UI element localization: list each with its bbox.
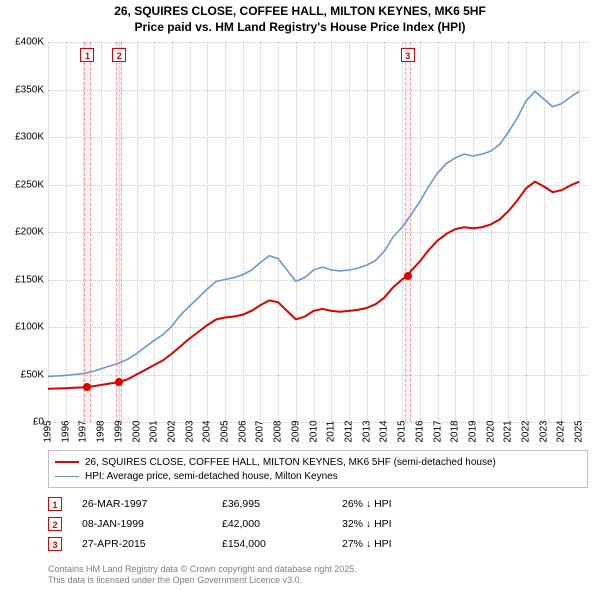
- x-axis-label: 2015: [397, 420, 408, 442]
- x-axis-label: 2021: [503, 420, 514, 442]
- y-axis-label: £100K: [15, 322, 44, 333]
- legend-label-hpi: HPI: Average price, semi-detached house,…: [85, 471, 338, 482]
- chart-container: 26, SQUIRES CLOSE, COFFEE HALL, MILTON K…: [0, 0, 600, 590]
- x-axis-label: 2008: [273, 420, 284, 442]
- x-axis-label: 1998: [96, 420, 107, 442]
- x-axis-label: 2000: [131, 420, 142, 442]
- sales-row-delta: 26% ↓ HPI: [342, 498, 462, 510]
- x-axis-label: 2024: [556, 420, 567, 442]
- sales-row-badge: 2: [48, 517, 62, 531]
- y-axis-label: £350K: [15, 84, 44, 95]
- sales-row-delta: 32% ↓ HPI: [342, 518, 462, 530]
- x-axis-label: 2016: [414, 420, 425, 442]
- chart-plot-area: £0£50K£100K£150K£200K£250K£300K£350K£400…: [48, 42, 588, 422]
- legend-item-hpi: HPI: Average price, semi-detached house,…: [55, 469, 581, 483]
- footer-line-2: This data is licensed under the Open Gov…: [48, 575, 357, 586]
- footer-line-1: Contains HM Land Registry data © Crown c…: [48, 564, 357, 575]
- sales-row-delta: 27% ↓ HPI: [342, 538, 462, 550]
- x-axis-label: 2017: [432, 420, 443, 442]
- footer-attribution: Contains HM Land Registry data © Crown c…: [48, 564, 357, 586]
- x-axis-label: 1995: [43, 420, 54, 442]
- x-axis-label: 2005: [220, 420, 231, 442]
- x-axis-label: 2002: [166, 420, 177, 442]
- x-axis-label: 2012: [343, 420, 354, 442]
- legend: 26, SQUIRES CLOSE, COFFEE HALL, MILTON K…: [48, 450, 588, 488]
- title-line-1: 26, SQUIRES CLOSE, COFFEE HALL, MILTON K…: [0, 4, 600, 20]
- sales-row: 2 08-JAN-1999 £42,000 32% ↓ HPI: [48, 514, 588, 534]
- sales-table: 1 26-MAR-1997 £36,995 26% ↓ HPI 2 08-JAN-1999…: [48, 494, 588, 554]
- sales-row-date: 26-MAR-1997: [82, 498, 202, 510]
- x-axis-label: 2010: [308, 420, 319, 442]
- x-axis-label: 2014: [379, 420, 390, 442]
- sales-row: 1 26-MAR-1997 £36,995 26% ↓ HPI: [48, 494, 588, 514]
- title-line-2: Price paid vs. HM Land Registry's House …: [0, 20, 600, 36]
- x-axis-label: 2004: [202, 420, 213, 442]
- y-axis-label: £150K: [15, 274, 44, 285]
- x-axis-label: 2025: [574, 420, 585, 442]
- sales-row-price: £154,000: [222, 538, 322, 550]
- y-axis-label: £50K: [21, 369, 44, 380]
- sales-row-price: £42,000: [222, 518, 322, 530]
- sales-row-badge: 1: [48, 497, 62, 511]
- x-axis-label: 2018: [450, 420, 461, 442]
- sales-row-date: 08-JAN-1999: [82, 518, 202, 530]
- x-axis-label: 2011: [326, 421, 337, 443]
- x-axis-label: 2007: [255, 420, 266, 442]
- line-series-svg: [48, 42, 588, 422]
- title-block: 26, SQUIRES CLOSE, COFFEE HALL, MILTON K…: [0, 0, 600, 37]
- x-axis-label: 2006: [237, 420, 248, 442]
- x-axis-label: 2019: [467, 420, 478, 442]
- series-line-price_paid: [48, 182, 579, 389]
- x-axis-label: 2003: [184, 420, 195, 442]
- legend-swatch-hpi: [55, 476, 79, 477]
- series-line-hpi: [48, 91, 579, 376]
- sales-row-price: £36,995: [222, 498, 322, 510]
- legend-label-price-paid: 26, SQUIRES CLOSE, COFFEE HALL, MILTON K…: [85, 457, 496, 468]
- x-axis-label: 1996: [60, 420, 71, 442]
- x-axis-label: 2022: [521, 420, 532, 442]
- x-axis-label: 2001: [149, 420, 160, 442]
- x-axis-label: 2020: [485, 420, 496, 442]
- x-axis-label: 1999: [113, 420, 124, 442]
- sales-row-date: 27-APR-2015: [82, 538, 202, 550]
- sales-row: 3 27-APR-2015 £154,000 27% ↓ HPI: [48, 534, 588, 554]
- x-axis-label: 2013: [361, 420, 372, 442]
- x-axis-label: 1997: [78, 420, 89, 442]
- y-axis-label: £200K: [15, 227, 44, 238]
- x-axis-label: 2023: [538, 420, 549, 442]
- legend-swatch-price-paid: [55, 461, 79, 463]
- x-axis-label: 2009: [290, 420, 301, 442]
- y-axis-label: £250K: [15, 179, 44, 190]
- sales-row-badge: 3: [48, 537, 62, 551]
- legend-item-price-paid: 26, SQUIRES CLOSE, COFFEE HALL, MILTON K…: [55, 455, 581, 469]
- y-axis-label: £400K: [15, 37, 44, 48]
- y-axis-label: £300K: [15, 132, 44, 143]
